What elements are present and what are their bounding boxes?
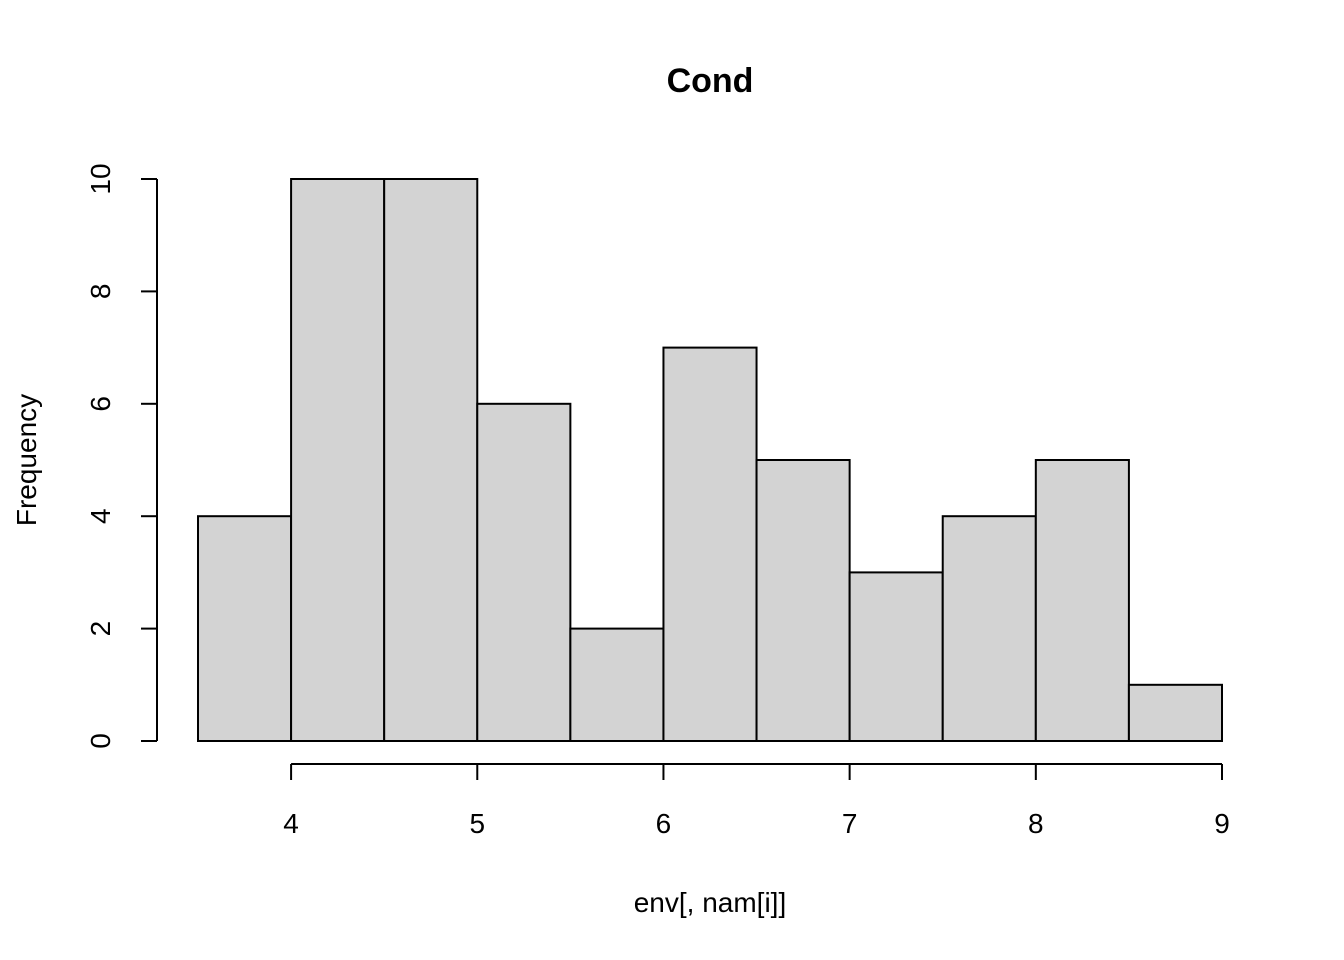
x-axis-label: env[, nam[i]] [634,887,787,918]
chart-title: Cond [667,62,754,100]
histogram-bar [662,346,758,742]
x-axis: 4 5 6 7 8 9 [283,763,1230,839]
histogram-bar [1034,459,1130,742]
histogram-bar [290,178,386,742]
x-tick-label: 4 [283,808,299,839]
y-tick-label: 6 [85,396,116,412]
y-axis: 0 2 4 6 8 10 [85,163,158,749]
histogram-bar [1127,683,1223,742]
x-tick-label: 9 [1214,808,1230,839]
histogram-bar [569,627,665,742]
bars-group [197,178,1223,743]
x-tick-label: 5 [469,808,485,839]
y-tick-label: 10 [85,163,116,194]
y-tick-label: 4 [85,508,116,524]
histogram-bar [383,178,479,742]
x-tick-label: 8 [1028,808,1044,839]
x-tick-label: 7 [842,808,858,839]
y-tick-label: 8 [85,284,116,300]
x-tick-label: 6 [656,808,672,839]
y-tick-label: 0 [85,733,116,749]
histogram-bar [476,402,572,742]
y-tick-label: 2 [85,621,116,637]
histogram-bar [848,571,944,743]
y-axis-label: Frequency [11,394,42,526]
histogram-bar [197,515,293,743]
histogram-bar [755,459,851,742]
histogram-bar [941,515,1037,743]
